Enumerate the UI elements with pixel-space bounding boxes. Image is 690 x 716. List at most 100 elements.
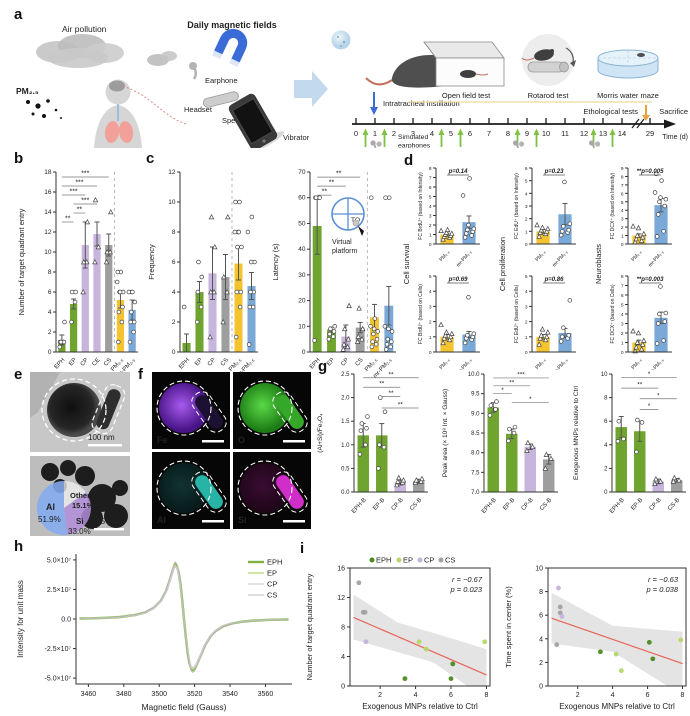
data-point (471, 331, 477, 337)
data-point (442, 332, 449, 338)
data-point (536, 233, 542, 239)
headset-icon (202, 91, 239, 108)
data-point (212, 243, 218, 250)
data-point (413, 477, 420, 483)
exposure-arrowhead (514, 128, 521, 135)
panel-c-label: c (146, 150, 155, 167)
data-point (543, 228, 550, 234)
data-point (57, 344, 62, 350)
data-point (462, 340, 468, 346)
timeline: 0 1 2 3 4 5 6 7 8 9 10 11 12 13 14 29 (352, 118, 676, 148)
y-tick-label: 1 (525, 229, 528, 235)
data-point (233, 334, 239, 340)
data-point (652, 190, 658, 195)
earbud-icon (595, 141, 601, 147)
data-point (383, 347, 389, 352)
y-axis-label: FC BrdU⁺ (based on Intensity) (418, 172, 424, 240)
data-point (524, 447, 530, 453)
data-point (471, 226, 477, 232)
data-point (394, 481, 400, 488)
vibrator-label: Vibrator (283, 133, 310, 142)
category-label-EP: EP (326, 357, 336, 367)
y-tick-label: 2.5 (341, 372, 350, 378)
y-tick-label: 10.0 (468, 372, 480, 378)
category-label-EPH-B: EPH-B (609, 497, 626, 515)
y-tick-label: 4 (604, 443, 608, 449)
y-axis-label: Exogenous MNPs relative to Ctrl (573, 385, 580, 479)
data-point (511, 430, 517, 436)
category-label-EPH: EPH (54, 357, 67, 370)
data-point (507, 426, 512, 432)
category-label-EP: EP (68, 357, 78, 367)
data-point (208, 213, 215, 220)
data-point (116, 309, 122, 315)
data-point (396, 474, 402, 481)
y-tick-label: 0 (172, 349, 176, 356)
y-axis-label: Number of target quadrant entry (17, 208, 26, 315)
y-tick-label: 8 (429, 166, 432, 172)
data-point (359, 325, 366, 332)
legend-label-EP: EP (267, 569, 277, 578)
y-tick-label: 5 (429, 195, 432, 201)
data-point (566, 227, 571, 233)
panel-f-label: f (138, 366, 143, 383)
data-point (671, 474, 678, 481)
data-point (447, 333, 454, 340)
panel-h-label: h (14, 538, 24, 555)
sig-label: ** (388, 390, 394, 397)
p-value-label: **p=0.003 (637, 277, 665, 283)
panel-d-charts: PM₂.₅ mr-PM₂.₅ p=0.14 0 1 2 3 4 5 6 7 8 FC BrdU⁺ (ba… (402, 152, 690, 376)
y-tick-label: 18 (44, 169, 52, 176)
y-axis-label: Number of target quadrant entry (305, 573, 314, 680)
y-tick-label: 0 (302, 349, 306, 356)
group-label-3: Neuroblasts (594, 244, 603, 284)
y-tick-label: 7.5 (471, 470, 480, 476)
x-tick-label: 4 (611, 692, 615, 699)
category-label-CP: CP (207, 357, 217, 367)
earbud-icon (370, 140, 376, 146)
data-point (369, 344, 375, 350)
scatter-point-EP (423, 646, 429, 652)
y-tick-label: 4 (621, 208, 624, 214)
sacrifice-label: Sacrifice (659, 107, 688, 116)
bar-CP-B (524, 446, 536, 492)
sig-label: ** (637, 382, 643, 389)
ethological-label: Ethological tests (583, 107, 638, 116)
particle-signal (159, 463, 209, 513)
y-tick-label: 7 (621, 183, 624, 189)
y-tick-label: 6 (172, 259, 176, 266)
bar-EP (327, 329, 336, 352)
x-tick-label: 2 (378, 692, 382, 699)
p-value-label: p = 0.038 (646, 585, 679, 594)
data-point (512, 424, 518, 430)
y-tick-label: 3 (525, 204, 528, 210)
scatter-point-CP (363, 639, 369, 645)
data-point (659, 178, 664, 183)
sacrifice-arrow-icon (642, 105, 650, 121)
data-point (374, 336, 380, 342)
data-point (444, 226, 451, 233)
y-tick-label: 4 (429, 204, 432, 210)
sig-label: *** (81, 198, 89, 205)
y-tick-label: 16 (44, 189, 52, 196)
data-point (62, 319, 67, 325)
timeline-tick-label: 13 (599, 129, 607, 138)
x-axis-label: Magnetic field (Gauss) (141, 702, 226, 712)
data-point (355, 333, 362, 339)
p-value-label: p=0.69 (448, 277, 469, 283)
category-label-CP-B: CP-B (649, 497, 663, 512)
category-label-CE: CE (91, 357, 101, 367)
pie-other-pct: 15.1% (72, 501, 94, 510)
y-tick-label: 2 (604, 466, 608, 472)
particle-outline-dashed (41, 378, 107, 442)
data-point (328, 326, 333, 332)
data-point (365, 414, 370, 419)
data-point (386, 326, 391, 332)
open-field-icon (423, 41, 505, 87)
data-point (449, 230, 455, 236)
y-tick-label: 4 (539, 636, 543, 643)
pie-si-label: Si (76, 517, 84, 526)
data-point (344, 343, 351, 350)
element-maps: Fe O Al Si (152, 372, 312, 530)
bar-mr-PM₂.₅ (247, 286, 256, 352)
